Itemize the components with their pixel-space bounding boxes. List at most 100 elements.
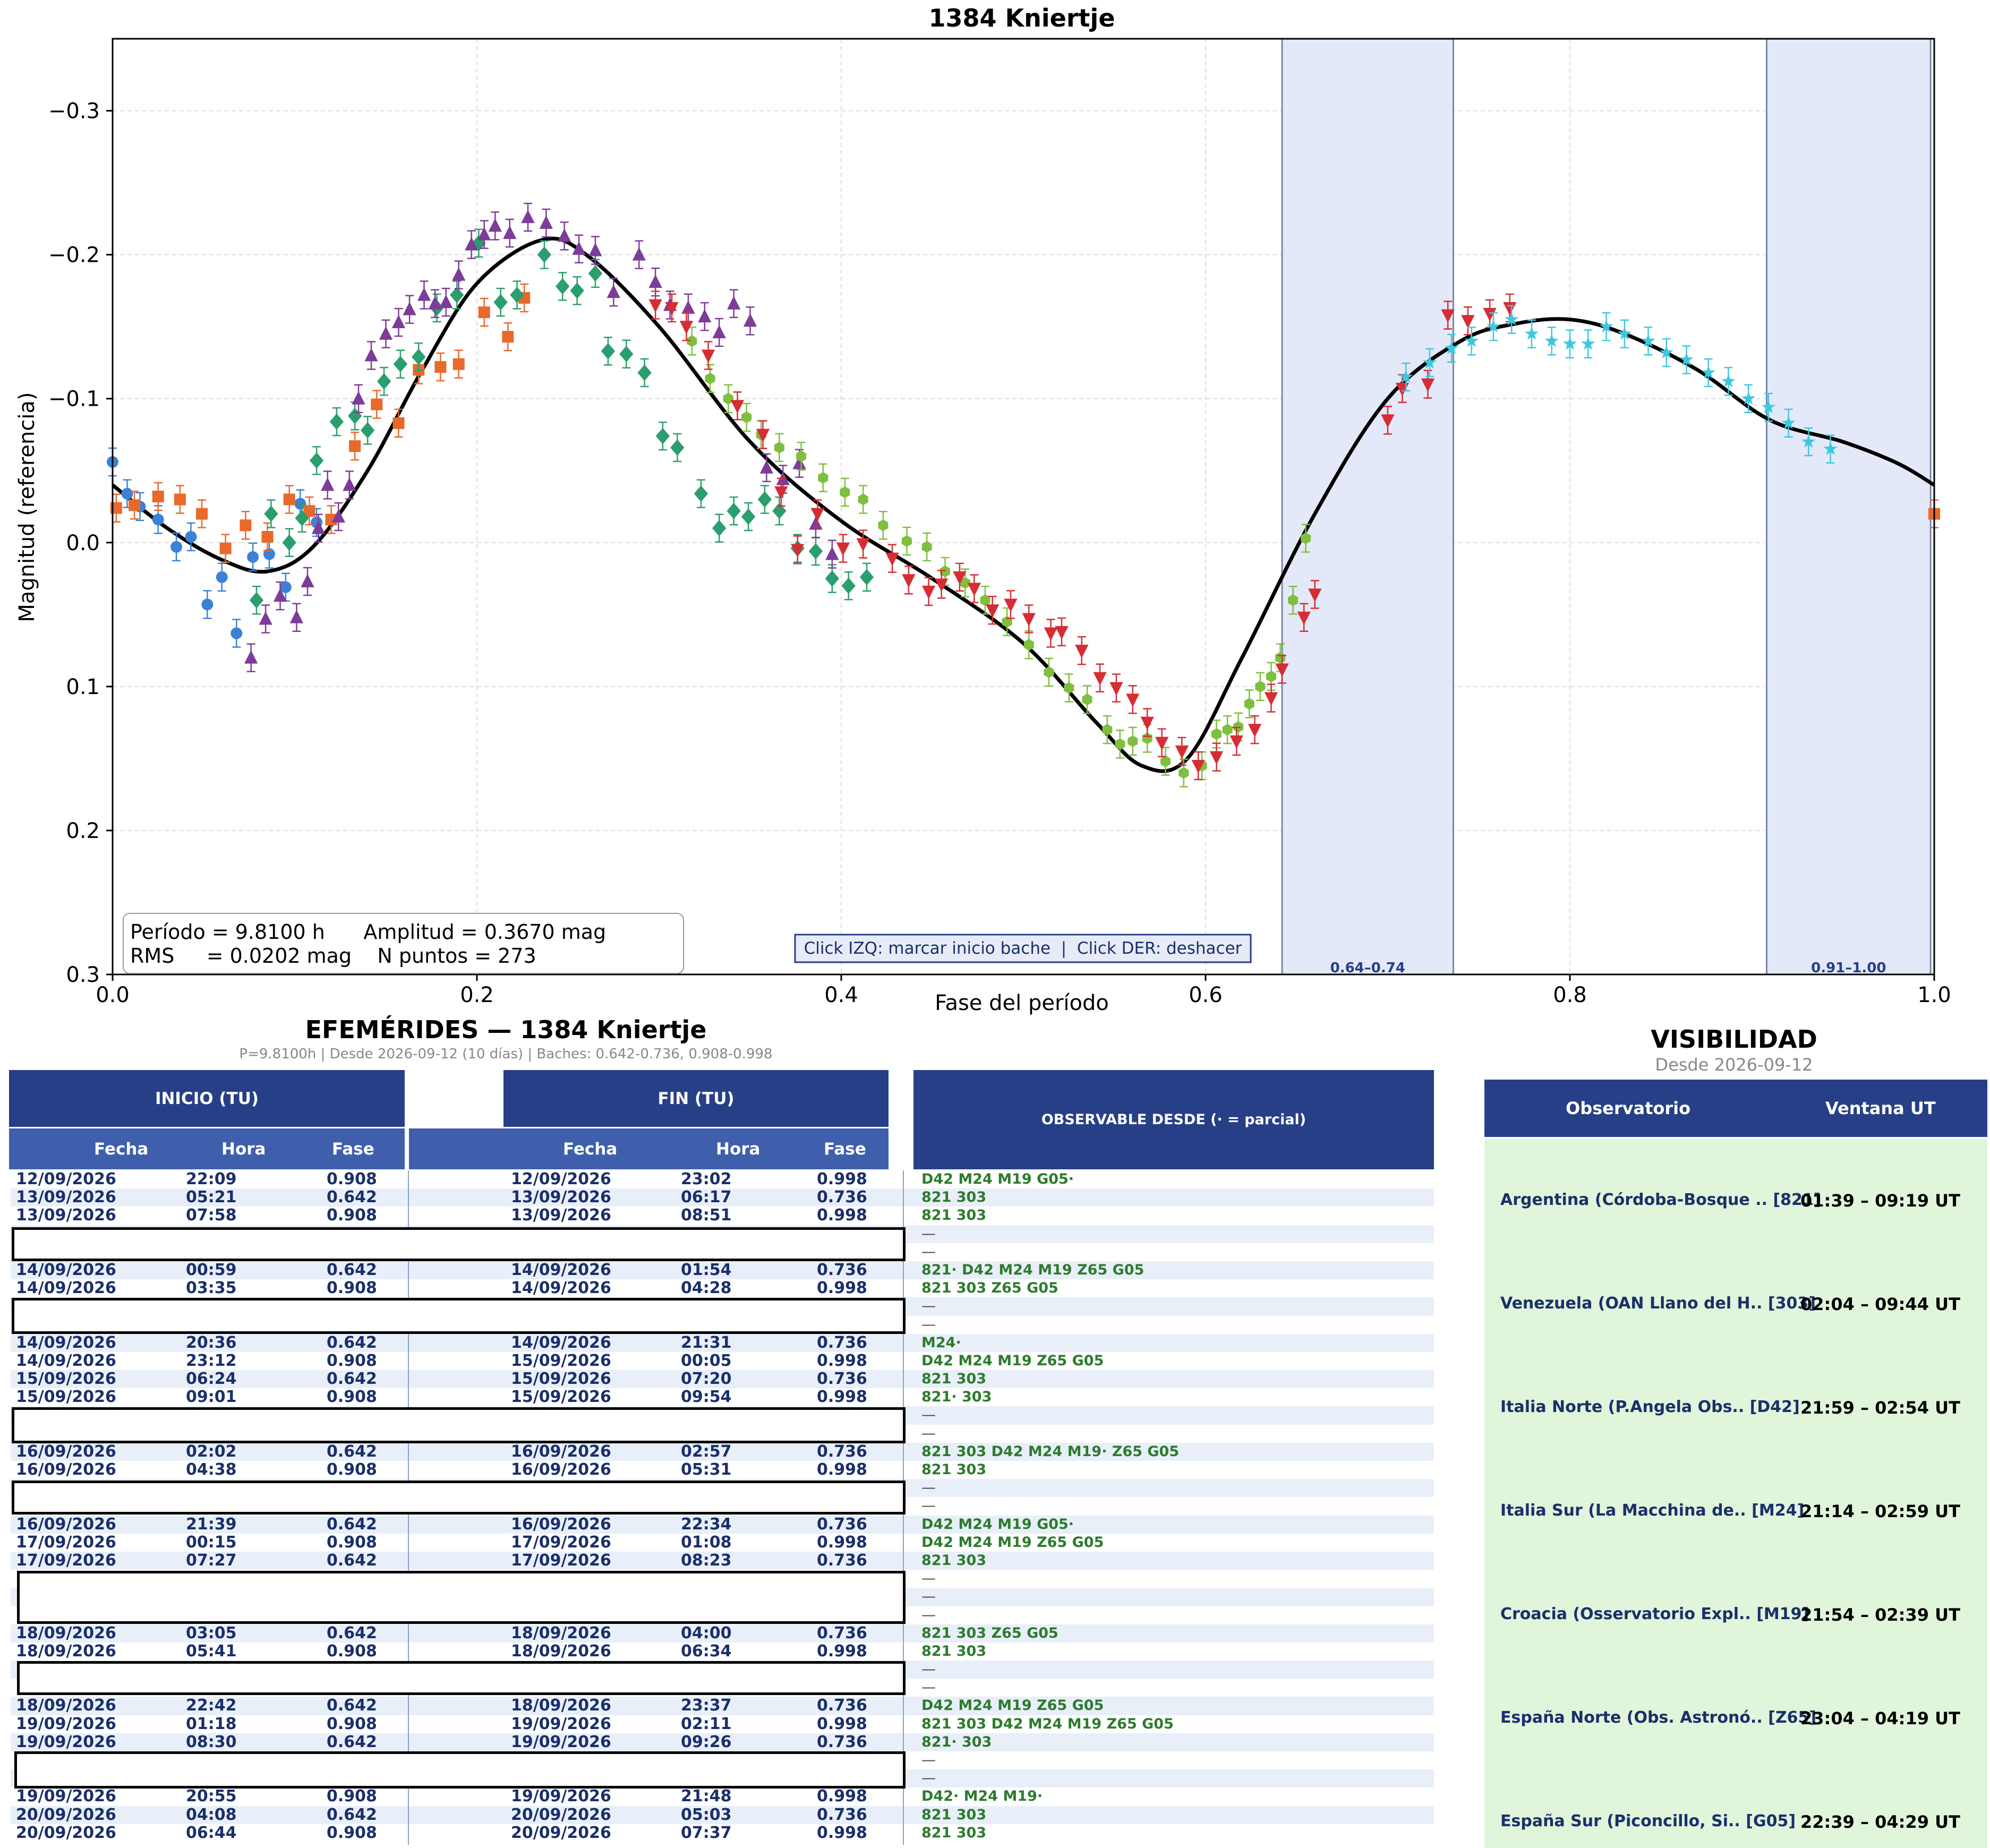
- col-fecha-inicio: Fecha: [94, 1139, 149, 1159]
- data-point: [1229, 735, 1243, 749]
- cell-h1: 04:08: [186, 1805, 237, 1824]
- cell-obs: 821 303: [921, 1207, 987, 1224]
- data-point: [940, 565, 951, 577]
- table-row: 20/09/2026 06:44 0.908 20/09/2026 07:37 0.998…: [11, 1824, 1434, 1842]
- data-point: [619, 346, 634, 363]
- info-box: Período = 9.8100 h Amplitud = 0.3670 mag…: [123, 913, 684, 974]
- cell-obs: 821 303: [921, 1189, 987, 1206]
- observatory-name: Argentina (Córdoba-Bosque .. [821]: [1500, 1191, 1821, 1209]
- data-point: [1422, 355, 1437, 369]
- cell-f1: 0.642: [327, 1333, 377, 1352]
- data-point: [825, 570, 840, 587]
- cell-f2: 0.736: [817, 1696, 867, 1715]
- cell-obs: 821· 303: [921, 1733, 992, 1750]
- cell-f1: 0.642: [327, 1551, 377, 1570]
- cell-d2: 15/09/2026: [511, 1370, 611, 1389]
- data-point: [129, 499, 141, 511]
- data-point: [1082, 694, 1092, 706]
- data-point: [331, 509, 345, 523]
- cell-f2: 0.998: [817, 1714, 867, 1733]
- visibility-subtitle: Desde 2026-09-12: [1655, 1055, 1813, 1075]
- cell-d2: 14/09/2026: [511, 1260, 611, 1279]
- cell-h1: 23:12: [186, 1351, 237, 1370]
- data-point: [1248, 724, 1262, 738]
- data-point: [1160, 755, 1171, 767]
- observatory-name: Venezuela (OAN Llano del H.. [303]: [1500, 1294, 1816, 1313]
- cell-obs: —: [921, 1570, 936, 1587]
- cell-obs: —: [921, 1425, 936, 1442]
- cell-obs: 821 303: [921, 1371, 987, 1388]
- data-point: [343, 477, 356, 491]
- data-point: [289, 610, 304, 623]
- data-points: [107, 202, 1940, 788]
- cell-d2: 19/09/2026: [511, 1787, 611, 1806]
- cell-d1: 19/09/2026: [16, 1787, 116, 1806]
- cell-f2: 0.736: [817, 1333, 867, 1352]
- visibility-row: Venezuela (OAN Llano del H.. [303] 02:04 …: [1484, 1294, 1987, 1321]
- data-point: [840, 486, 850, 498]
- cell-h2: 07:20: [681, 1370, 732, 1389]
- data-point: [743, 313, 757, 327]
- data-point: [311, 520, 326, 534]
- cell-h2: 04:00: [681, 1623, 732, 1642]
- cell-h2: 05:03: [681, 1805, 732, 1824]
- data-point: [1483, 307, 1497, 322]
- data-point: [921, 585, 936, 600]
- data-point: [655, 427, 670, 444]
- data-point: [1701, 365, 1715, 379]
- data-point: [1102, 724, 1113, 736]
- cell-f1: 0.908: [327, 1388, 377, 1407]
- cell-h2: 02:57: [681, 1442, 732, 1461]
- table-row: 16/09/2026 02:02 0.642 16/09/2026 02:57 0.736…: [11, 1442, 1434, 1461]
- data-point: [417, 287, 431, 301]
- cell-h1: 00:59: [186, 1260, 237, 1279]
- info-line-1: Período = 9.8100 h Amplitud = 0.3670 mag: [130, 920, 606, 944]
- cell-h2: 22:34: [681, 1515, 732, 1534]
- data-point: [808, 543, 823, 560]
- blank-row-box: [12, 1481, 906, 1515]
- light-curve-chart[interactable]: 1384 Kniertje 0.64–0.74 0.91–1.00 0.0 0.2 0…: [0, 0, 1990, 1017]
- cell-d1: 18/09/2026: [16, 1641, 116, 1661]
- cell-f2: 0.998: [817, 1351, 867, 1370]
- table-row: 18/09/2026 03:05 0.642 18/09/2026 04:00 0.736…: [11, 1624, 1434, 1642]
- data-point: [1109, 682, 1123, 696]
- data-point: [170, 541, 183, 553]
- data-point: [439, 294, 453, 309]
- cell-h1: 08:30: [186, 1732, 237, 1751]
- cell-d1: 18/09/2026: [16, 1696, 116, 1715]
- data-point: [588, 265, 603, 282]
- data-point: [1175, 745, 1189, 759]
- cell-obs: —: [921, 1679, 936, 1696]
- data-point: [665, 302, 679, 316]
- data-point: [1044, 666, 1054, 678]
- blank-row-box: [12, 1227, 906, 1261]
- table-row: 16/09/2026 04:38 0.908 16/09/2026 05:31 0.998…: [11, 1461, 1434, 1479]
- cell-d2: 16/09/2026: [511, 1442, 611, 1461]
- cell-h2: 09:54: [681, 1388, 732, 1407]
- data-point: [878, 519, 889, 532]
- visibility-row: Italia Sur (La Macchina de.. [M24] 21:14 …: [1484, 1501, 1987, 1528]
- data-point: [756, 429, 770, 442]
- data-point: [858, 493, 868, 506]
- y-tick-label: 0.1: [66, 675, 100, 699]
- data-point: [741, 508, 756, 525]
- data-point: [727, 296, 741, 310]
- y-tick-label: −0.3: [48, 99, 100, 124]
- data-point: [1505, 312, 1519, 326]
- data-point: [632, 247, 646, 261]
- data-point: [809, 516, 823, 530]
- cell-h2: 09:26: [681, 1732, 732, 1751]
- col-fase-fin: Fase: [824, 1139, 866, 1159]
- cell-f1: 0.642: [327, 1805, 377, 1824]
- data-point: [1659, 345, 1673, 359]
- table-row: 15/09/2026 06:24 0.642 15/09/2026 07:20 0.736…: [11, 1370, 1434, 1389]
- ephemerides-subtitle: P=9.8100h | Desde 2026-09-12 (10 días) |…: [239, 1046, 773, 1062]
- cell-f2: 0.736: [817, 1442, 867, 1461]
- col-fase-inicio: Fase: [332, 1139, 374, 1159]
- data-point: [774, 441, 784, 454]
- data-point: [772, 502, 787, 519]
- cell-f2: 0.736: [817, 1260, 867, 1279]
- data-point: [219, 542, 232, 554]
- cell-h2: 01:54: [681, 1260, 732, 1279]
- cell-d2: 13/09/2026: [511, 1206, 611, 1225]
